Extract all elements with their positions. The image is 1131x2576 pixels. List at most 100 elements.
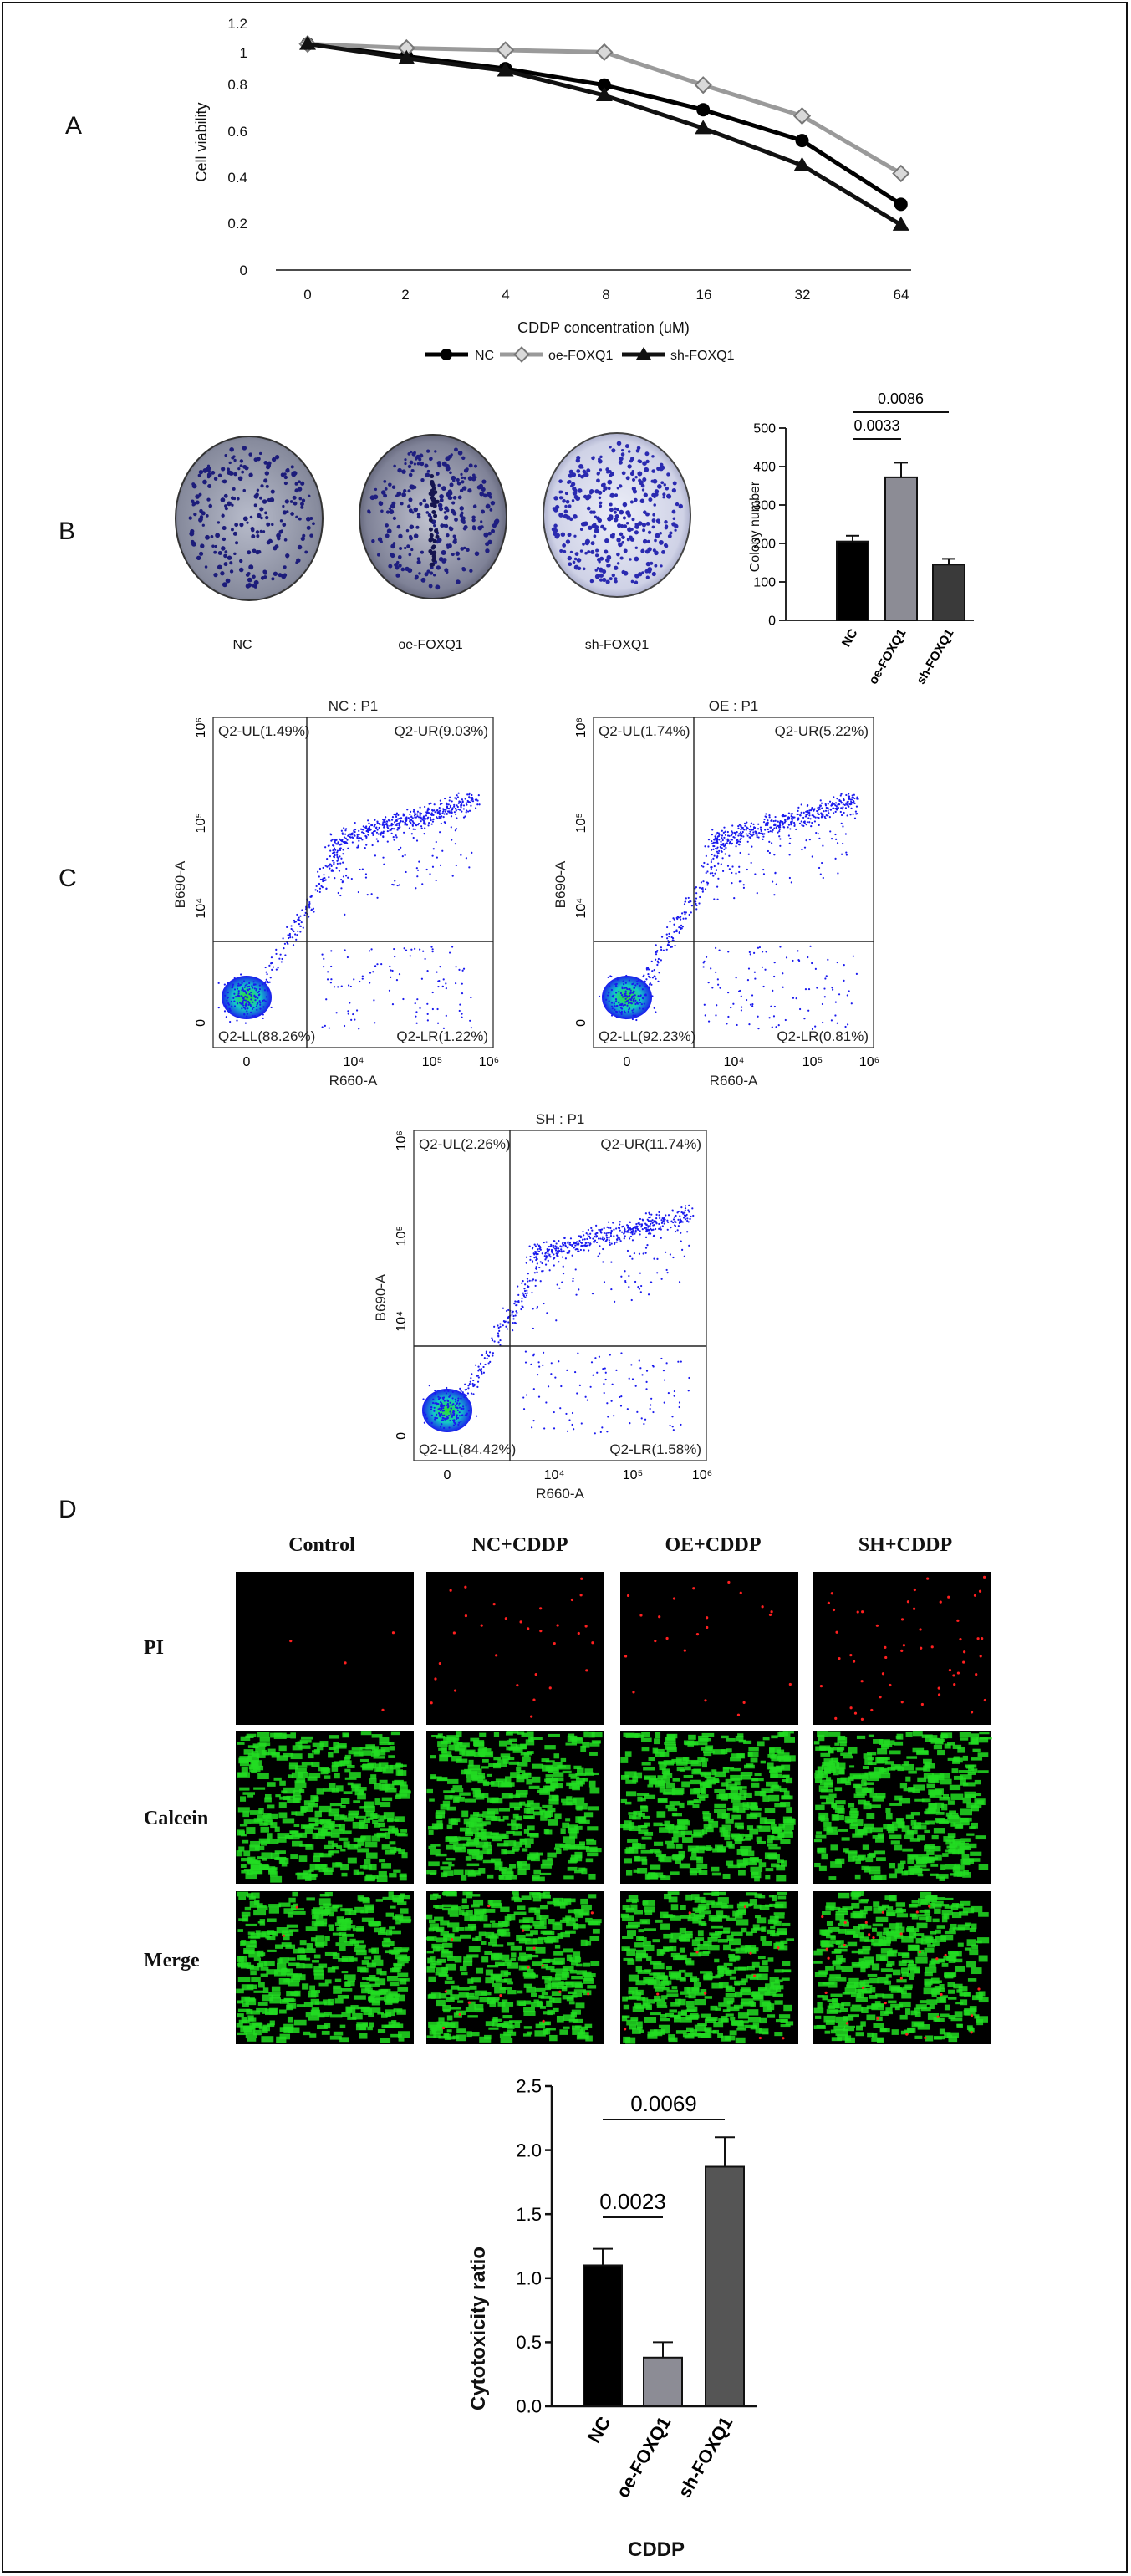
- flow-event: [749, 953, 751, 956]
- colony-dot: [239, 523, 244, 528]
- viability-legend: NC oe-FOXQ1 sh-FOXQ1: [425, 346, 735, 363]
- pi-positive-cell: [672, 1597, 676, 1600]
- colony-dot: [436, 472, 440, 476]
- flow-event: [793, 823, 796, 825]
- flow-event: [852, 955, 854, 957]
- flow-event: [707, 845, 710, 848]
- pi-positive-cell: [939, 1600, 942, 1604]
- flow-event: [640, 980, 643, 982]
- flow-event: [730, 1006, 732, 1009]
- flow-event: [701, 886, 704, 890]
- flow-event: [603, 1227, 605, 1230]
- flow-event: [457, 792, 460, 794]
- flow-event: [656, 1257, 659, 1260]
- calcein-cell: [542, 1804, 553, 1808]
- flow-event: [845, 854, 848, 856]
- flow-event: [671, 939, 674, 941]
- flow-event: [574, 1244, 577, 1247]
- colony-dot: [394, 563, 399, 568]
- colony-dot: [251, 534, 256, 539]
- flow-event: [811, 814, 813, 817]
- colony-dot: [627, 464, 632, 469]
- flow-event: [546, 1247, 548, 1251]
- flow-event: [431, 1401, 435, 1405]
- flow-event: [511, 1313, 513, 1315]
- flow-event: [756, 834, 758, 837]
- calcein-cell: [370, 1774, 377, 1779]
- flow-event: [648, 1211, 650, 1214]
- flow-event: [834, 810, 837, 813]
- viability-chart: Cell viability 1.2 1 0.8 0.6 0.4 0.2 0 0…: [193, 16, 911, 363]
- colony-dot: [217, 473, 222, 478]
- flow-event: [756, 892, 758, 895]
- flow-event: [442, 1426, 446, 1430]
- flow-event: [534, 1284, 537, 1288]
- flow-event: [524, 1292, 527, 1295]
- flow-event: [753, 826, 756, 829]
- calcein-cell: [362, 1765, 369, 1769]
- flow-event: [376, 840, 380, 843]
- calcein-cell: [278, 1859, 286, 1864]
- flow-event: [814, 816, 817, 819]
- flow-event: [649, 1216, 651, 1218]
- flow-event: [371, 824, 374, 827]
- calcein-cell: [393, 1869, 401, 1873]
- flow-event: [383, 826, 385, 829]
- colony-dot: [395, 573, 400, 578]
- flow-event: [808, 812, 811, 814]
- calcein-cell: [249, 1810, 262, 1815]
- flow-event: [528, 1245, 531, 1247]
- colony-dot: [297, 544, 303, 550]
- flow-event: [517, 1285, 519, 1288]
- flow-event: [652, 1235, 655, 1237]
- flow-event: [525, 1262, 527, 1264]
- flow-event: [840, 793, 843, 795]
- flow-event: [341, 839, 344, 841]
- colony-dot: [456, 557, 461, 561]
- colony-dot: [233, 552, 237, 556]
- flow-event: [659, 1217, 661, 1220]
- flow-event: [684, 1205, 687, 1207]
- calcein-cell: [357, 1848, 369, 1853]
- flow-event: [538, 1365, 541, 1368]
- flow-event: [246, 1015, 248, 1018]
- flow-event: [588, 1235, 591, 1237]
- colony-dot: [461, 567, 466, 572]
- flow-event: [713, 854, 716, 857]
- flow-event: [424, 818, 426, 821]
- flow-event: [335, 1012, 338, 1014]
- calcein-cell: [263, 1819, 273, 1826]
- colony-dot: [298, 517, 302, 521]
- flow-event: [626, 996, 629, 998]
- calcein-cell: [679, 1802, 685, 1808]
- calcein-cell: [516, 1766, 522, 1771]
- flow-event: [821, 861, 823, 865]
- flow-event: [666, 926, 669, 929]
- flow-event: [465, 1404, 467, 1406]
- flow-event: [741, 826, 743, 829]
- pi-positive-cell: [527, 1627, 530, 1630]
- colony-dot: [207, 484, 212, 489]
- colony-dot: [213, 550, 217, 554]
- flow-event: [609, 1243, 611, 1247]
- flow-event: [288, 936, 290, 940]
- flow-event: [531, 1260, 534, 1262]
- flow-event: [351, 841, 354, 844]
- flow-event: [631, 1018, 634, 1021]
- calcein-cell: [537, 1789, 549, 1793]
- flow-event: [227, 992, 229, 994]
- colony-dot: [604, 538, 609, 543]
- calcein-cell: [264, 1797, 272, 1803]
- flow-event: [242, 1000, 244, 1003]
- flow-event: [329, 833, 332, 835]
- flow-event: [628, 1274, 630, 1278]
- colony-dot: [587, 550, 591, 554]
- colony-dot: [300, 505, 304, 509]
- flow-event: [386, 824, 389, 827]
- flow-event: [595, 1235, 599, 1237]
- calcein-cell: [278, 1812, 288, 1819]
- colony-dot: [223, 562, 228, 567]
- flow-event: [575, 1293, 578, 1296]
- flow-event: [649, 976, 651, 979]
- flow-event: [461, 969, 464, 972]
